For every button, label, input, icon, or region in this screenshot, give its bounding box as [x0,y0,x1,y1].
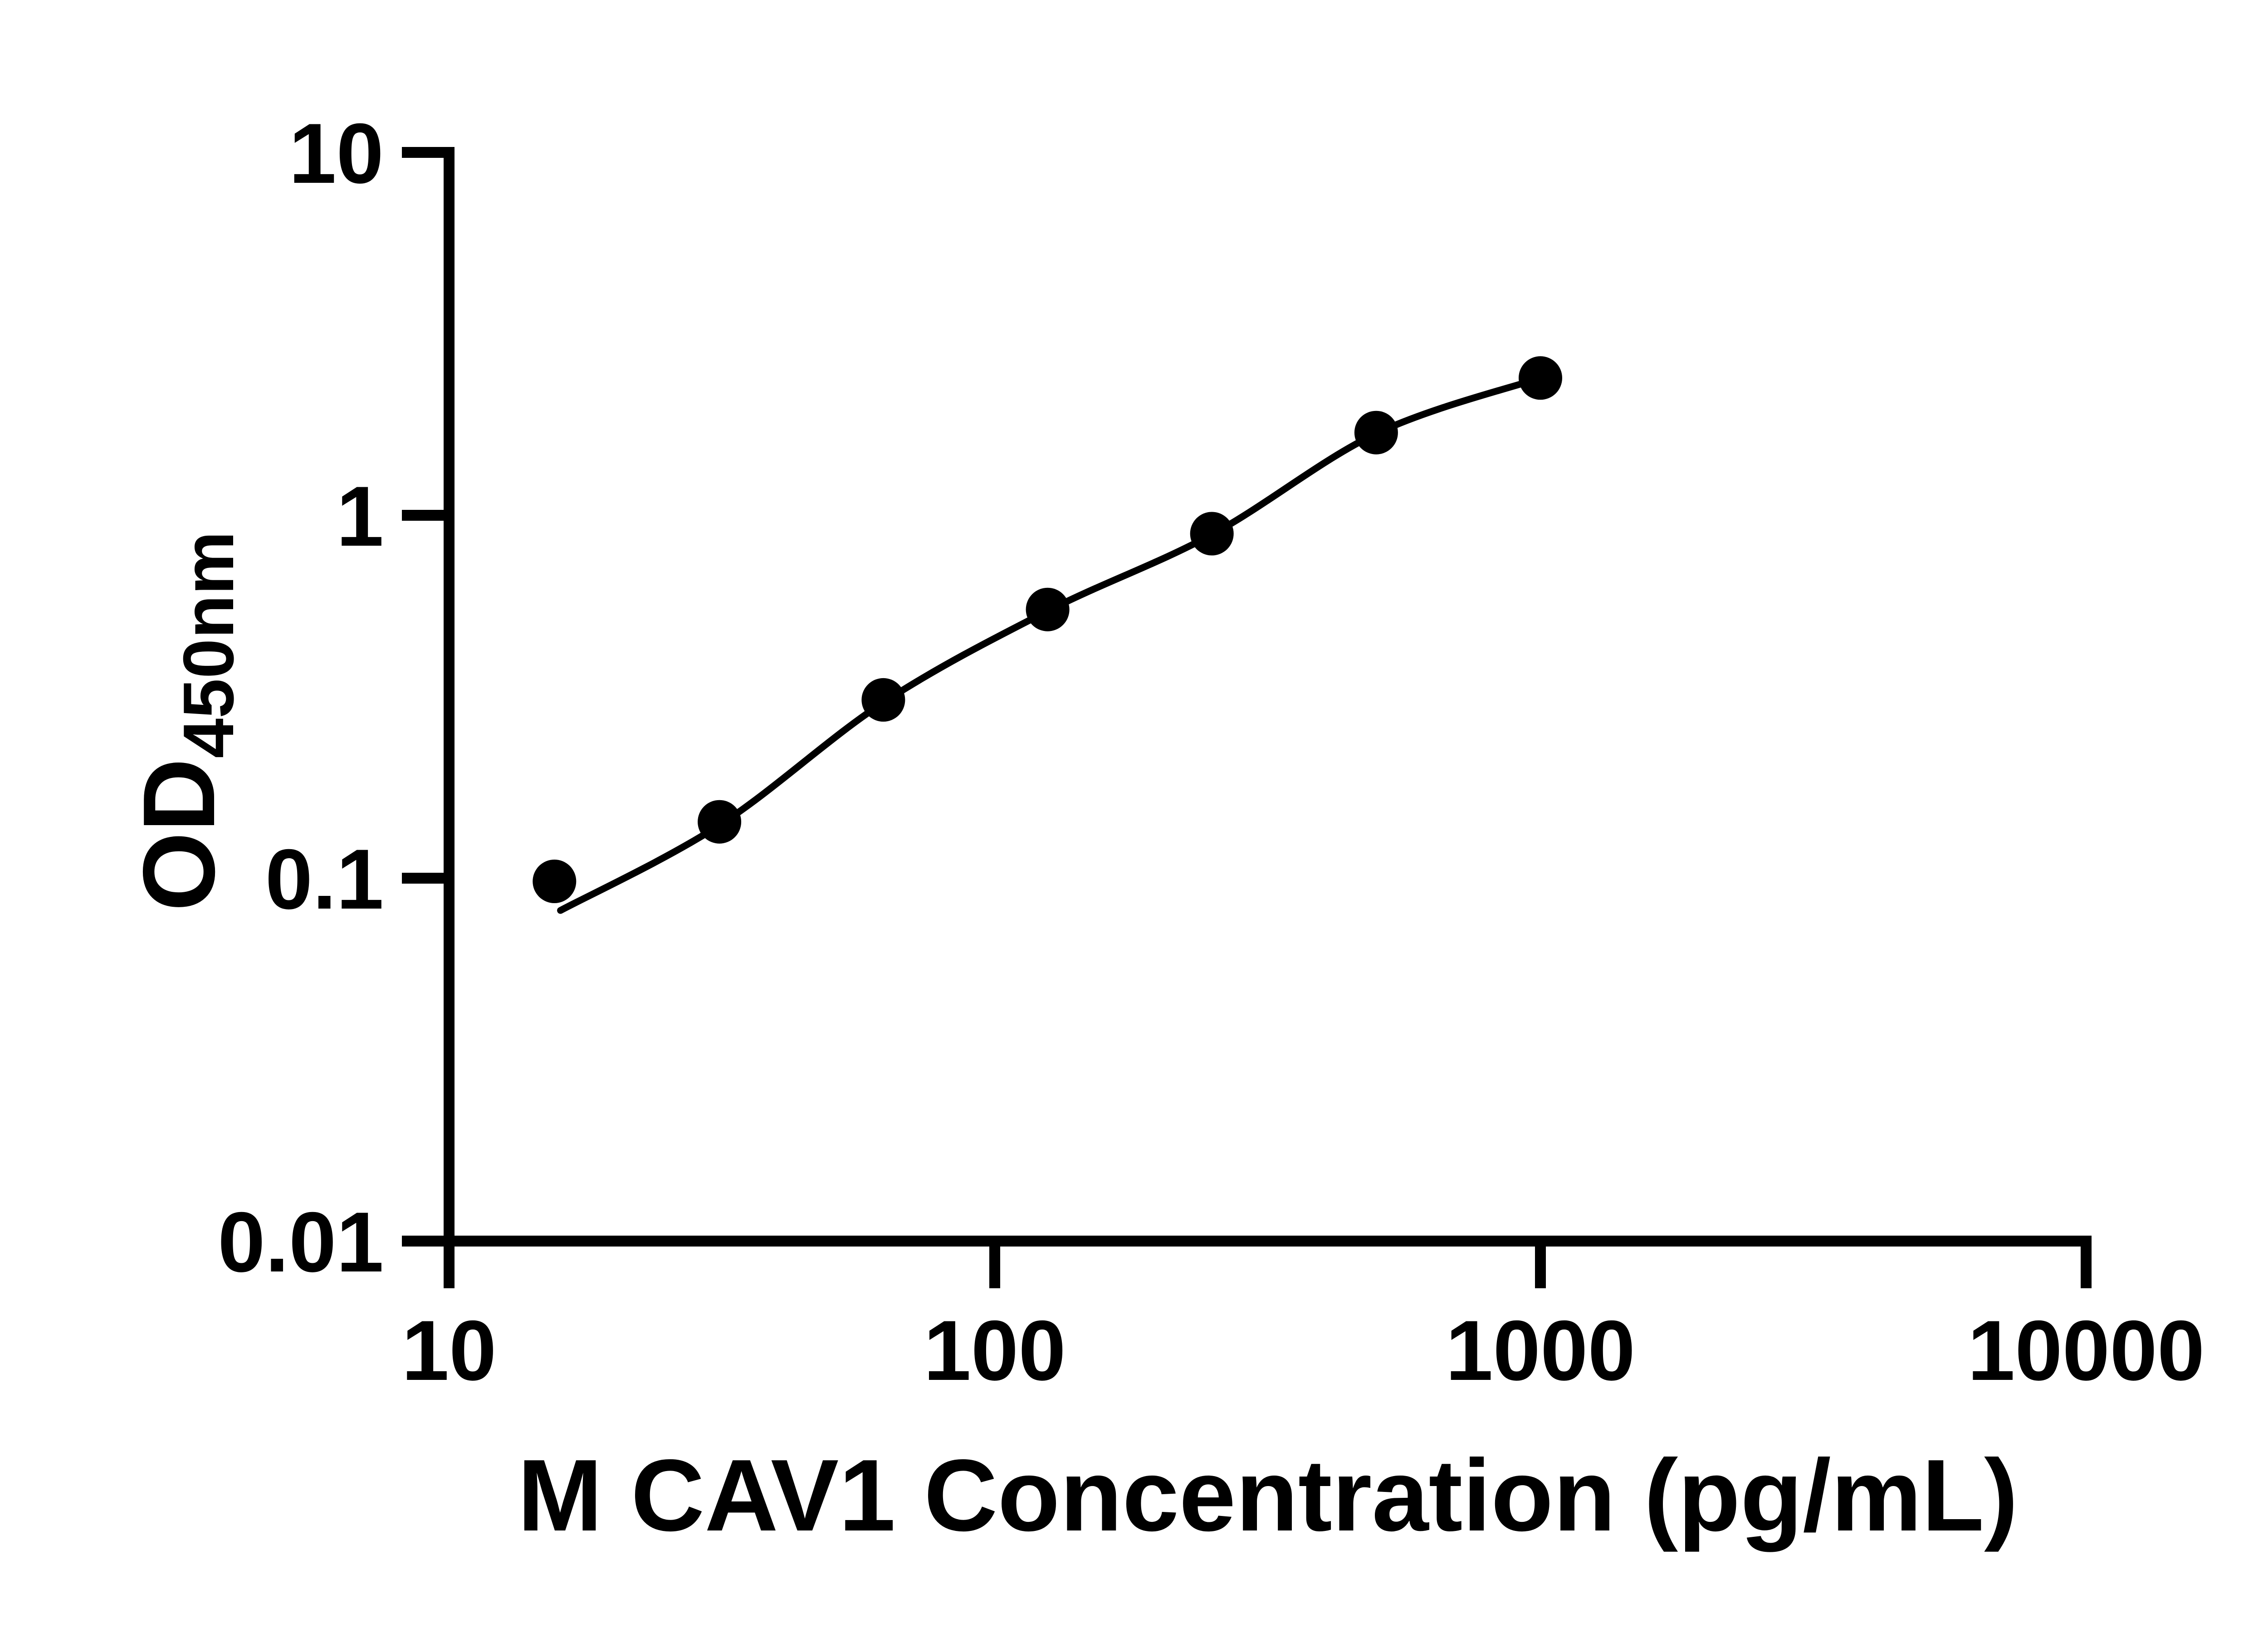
x-tick-label: 1000 [1446,1303,1635,1398]
axes [444,147,2092,1247]
y-tick-label: 1 [336,469,384,564]
x-tick-label: 100 [924,1303,1066,1398]
axis-ticks [402,147,2092,1288]
data-point-marker [1190,512,1234,556]
x-tick-label: 10 [401,1303,496,1398]
y-tick-label: 10 [289,106,384,201]
data-points [533,356,1562,903]
y-axis-title-subscript: 450nm [169,531,249,758]
x-tick-label: 10000 [1968,1303,2205,1398]
y-tick-label: 0.01 [218,1194,384,1290]
data-point-marker [533,860,577,903]
y-tick-label: 0.1 [265,831,384,927]
data-point-marker [1354,411,1398,455]
data-point-marker [861,678,905,722]
data-point-marker [1026,587,1070,631]
x-axis-title: M CAV1 Concentration (pg/mL) [518,1438,2018,1552]
data-point-marker [698,800,742,844]
data-point-marker [1519,356,1562,400]
y-axis-title: OD450nm [122,531,249,911]
y-axis-title-main: OD [122,758,236,912]
